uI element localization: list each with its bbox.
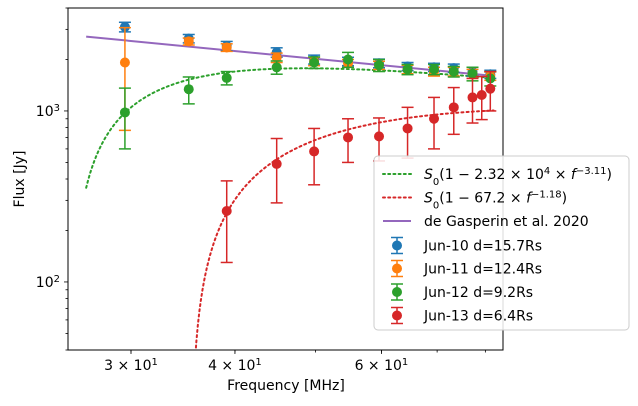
data-point [448,102,459,113]
legend-label: Jun-10 d=15.7Rs [423,239,542,255]
data-point [183,36,194,47]
data-point [221,42,232,53]
data-point [221,72,232,83]
data-point [271,62,282,73]
series-4 [220,70,497,264]
data-point [221,205,232,216]
data-point [374,60,385,71]
data-point [485,83,496,94]
series-2 [118,26,497,132]
data-point [402,123,413,134]
legend-marker [392,240,402,251]
x-tick-label: 6 × 101 [355,357,409,375]
data-point [309,146,320,157]
data-point [429,113,440,124]
data-point [374,131,385,142]
legend-label: S0(1 − 67.2 × f−1.18) [424,189,567,211]
y-tick-label: 102 [36,273,60,291]
data-point [343,132,354,143]
data-point [271,52,282,63]
legend-marker [392,263,402,274]
data-point [467,68,478,79]
data-point [309,57,320,68]
legend-marker [392,287,402,297]
data-point [429,64,440,75]
legend-box [373,155,630,331]
legend-label: Jun-13 d=6.4Rs [423,309,533,325]
red-model-curve [194,109,495,350]
purple-model-line [86,35,495,78]
data-point [183,84,194,95]
data-point [119,57,130,68]
data-points [118,21,497,264]
legend-label: Jun-11 d=12.4Rs [423,262,542,278]
data-point [343,54,354,65]
data-point [119,107,130,118]
y-tick-label: 103 [36,102,60,120]
x-tick-label: 4 × 101 [208,357,262,375]
x-tick-label: 3 × 101 [104,357,158,375]
data-point [476,89,487,100]
data-point [448,66,459,77]
data-point [467,92,478,103]
y-axis-label: Flux [Jy] [12,151,28,208]
data-point [271,158,282,169]
legend-label: Jun-12 d=9.2Rs [423,285,533,301]
data-point [402,64,413,75]
legend-label: S0(1 − 2.32 × 104 × f−3.11) [424,166,612,188]
legend-marker [392,310,402,321]
x-axis-label: Frequency [MHz] [227,378,345,394]
legend-label: de Gasperin et al. 2020 [424,214,589,230]
legend: S0(1 − 2.32 × 104 × f−3.11)S0(1 − 67.2 ×… [373,155,630,331]
